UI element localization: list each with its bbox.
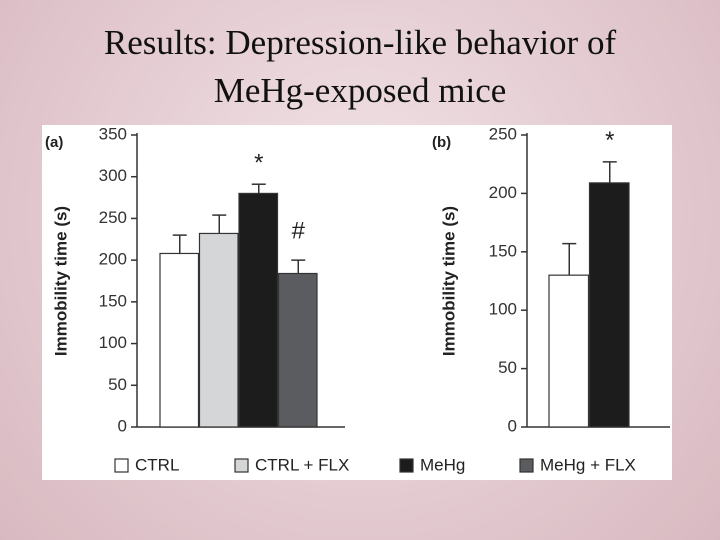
y-tick-label: 150: [99, 291, 127, 310]
legend-label: MeHg + FLX: [540, 455, 636, 474]
y-tick-label: 250: [489, 124, 517, 143]
y-tick-label: 350: [99, 124, 127, 143]
y-tick-label: 0: [508, 416, 517, 435]
y-tick-label: 300: [99, 166, 127, 185]
y-tick-label: 200: [99, 250, 127, 269]
y-tick-label: 250: [99, 208, 127, 227]
legend-label: CTRL + FLX: [255, 455, 349, 474]
legend-swatch: [519, 458, 534, 473]
bar: [548, 274, 590, 428]
bar: [238, 192, 279, 428]
slide-title: MeHg-exposed mice: [214, 71, 507, 110]
y-tick-label: 0: [118, 416, 127, 435]
legend-swatch: [399, 458, 414, 473]
significance-mark: #: [292, 217, 306, 244]
panel-label: (b): [432, 134, 451, 151]
significance-mark: *: [254, 150, 263, 177]
bar: [277, 272, 318, 428]
legend-label: CTRL: [135, 455, 179, 474]
legend-label: MeHg: [420, 455, 465, 474]
y-tick-label: 100: [489, 300, 517, 319]
y-tick-label: 150: [489, 241, 517, 260]
y-tick-label: 50: [108, 375, 127, 394]
legend-swatch: [234, 458, 249, 473]
bar: [588, 182, 630, 428]
significance-mark: *: [605, 127, 614, 154]
y-axis-label: Immobility time (s): [51, 206, 70, 356]
bar: [159, 252, 200, 428]
panel-label: (a): [45, 134, 63, 151]
y-tick-label: 50: [498, 358, 517, 377]
bar: [198, 232, 239, 428]
y-tick-label: 200: [489, 183, 517, 202]
slide-title: Results: Depression-like behavior of: [104, 23, 617, 62]
legend-swatch: [114, 458, 129, 473]
y-tick-label: 100: [99, 333, 127, 352]
y-axis-label: Immobility time (s): [439, 206, 458, 356]
